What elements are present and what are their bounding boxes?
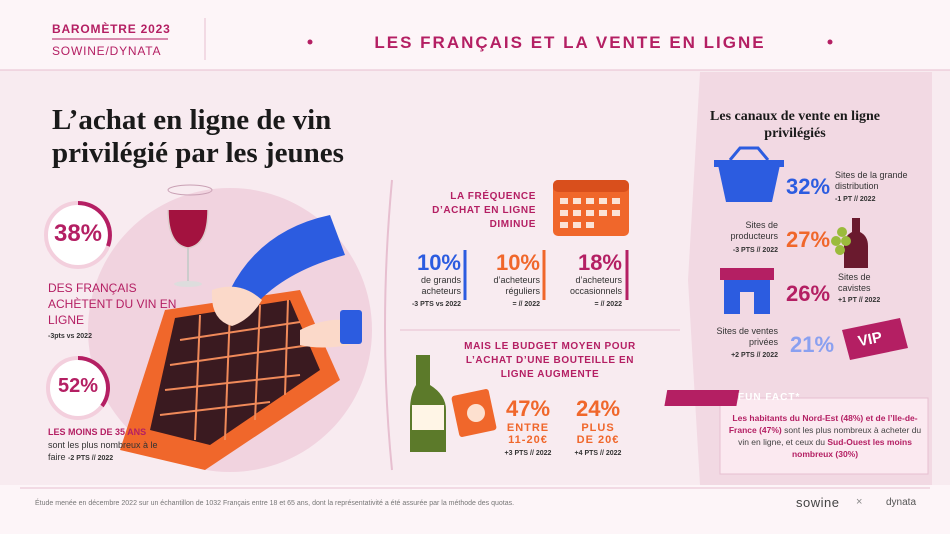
logo-dynata: dynata — [886, 497, 917, 508]
section-title: LA FRÉQUENCE D’ACHAT EN LIGNE DIMINUE — [432, 191, 536, 230]
freq-label: d’acheteurs occasionnels — [569, 275, 622, 296]
channel-note: +2 PTS // 2022 — [731, 352, 778, 359]
fun-fact-label: FUN FACT* — [738, 392, 801, 403]
freq-note: = // 2022 — [594, 301, 622, 308]
section-title: MAIS LE BUDGET MOYEN POUR L’ACHAT D’UNE … — [464, 341, 636, 380]
badge-title: BAROMÈTRE 2023 — [52, 22, 171, 36]
budget-note: +4 PTS // 2022 — [574, 450, 622, 457]
logo-separator: × — [856, 496, 863, 508]
channel-note: -1 PT // 2022 — [835, 196, 876, 203]
stat-text: DES FRANÇAIS ACHÈTENT DU VIN EN LIGNE — [48, 281, 177, 327]
stat-value: 52% — [57, 375, 99, 397]
budget-note: +3 PTS // 2022 — [504, 450, 552, 457]
footer-note: Étude menée en décembre 2022 sur un écha… — [35, 500, 515, 507]
fun-fact-plain: sont les plus nombreux à acheter du vin … — [738, 425, 922, 447]
freq-note: = // 2022 — [512, 301, 540, 308]
fun-fact-text: Les habitants du Nord-Est (48%) et de l’… — [728, 412, 922, 460]
channel-value: 27% — [786, 227, 831, 252]
fun-fact-bold: et de l’Ile-de-France (47%) — [728, 413, 918, 435]
channel-value: 21% — [790, 332, 835, 357]
channel-note: +1 PT // 2022 — [838, 297, 881, 304]
stat-text: sont les plus nombreux à le faire -2 PTS… — [48, 439, 158, 465]
stat-note: -2 PTS // 2022 — [68, 455, 114, 462]
budget-value: 47% — [505, 396, 551, 421]
stat-text-body: sont les plus nombreux à le faire — [48, 440, 158, 462]
stat-title: LES MOINS DE 35 ANS — [48, 427, 147, 437]
section-title: Les canaux de vente en ligne privilégiés — [710, 109, 880, 141]
stat-value: 38% — [53, 220, 103, 247]
heading: L’achat en ligne de vin privilégié par l… — [52, 104, 344, 170]
freq-value: 18% — [577, 250, 622, 275]
budget-value: 24% — [575, 396, 621, 421]
budget-label: ENTRE 11-20€ — [506, 422, 550, 446]
freq-note: -3 PTS vs 2022 — [411, 301, 461, 308]
freq-label: d’acheteurs réguliers — [493, 275, 540, 296]
fun-fact-bold: Sud-Ouest les moins nombreux (30%) — [791, 437, 912, 459]
page-title: LES FRANÇAIS ET LA VENTE EN LIGNE — [374, 33, 766, 52]
heading-line: privilégié par les jeunes — [52, 137, 344, 169]
channel-label: Sites de cavistes — [838, 272, 871, 293]
channel-label: Sites de ventes privées — [716, 326, 778, 347]
stat-note: -3pts vs 2022 — [48, 333, 92, 340]
channel-label: Sites de producteurs — [730, 220, 778, 241]
channel-value: 32% — [786, 174, 831, 199]
freq-value: 10% — [495, 250, 540, 275]
freq-value: 10% — [416, 250, 461, 275]
channel-note: -3 PTS // 2022 — [732, 247, 778, 254]
heading-line: L’achat en ligne de vin — [52, 104, 332, 136]
fun-fact-bold: Les habitants du Nord-Est (48%) — [732, 413, 864, 423]
budget-label: PLUS DE 20€ — [576, 422, 620, 446]
freq-label: de grands acheteurs — [420, 275, 461, 296]
logo-sowine: sowine — [796, 495, 840, 510]
channel-value: 26% — [786, 281, 831, 306]
badge-subtitle: SOWINE/DYNATA — [52, 44, 162, 58]
channel-label: Sites de la grande distribution — [835, 170, 908, 191]
